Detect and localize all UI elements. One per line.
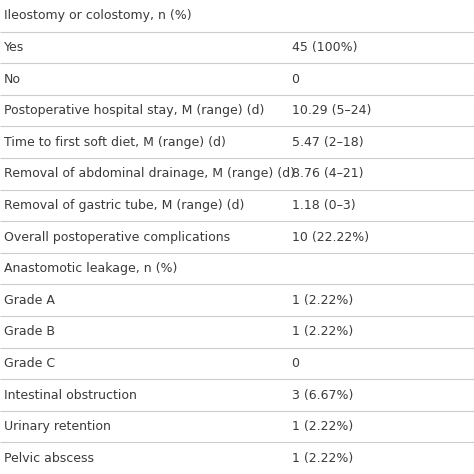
Text: Yes: Yes (4, 41, 24, 54)
Text: 1 (2.22%): 1 (2.22%) (292, 420, 353, 433)
Text: Overall postoperative complications: Overall postoperative complications (4, 230, 230, 244)
Text: Grade C: Grade C (4, 357, 55, 370)
Text: Removal of abdominal drainage, M (range) (d): Removal of abdominal drainage, M (range)… (4, 167, 295, 180)
Text: 45 (100%): 45 (100%) (292, 41, 357, 54)
Text: Postoperative hospital stay, M (range) (d): Postoperative hospital stay, M (range) (… (4, 104, 264, 117)
Text: Intestinal obstruction: Intestinal obstruction (4, 389, 137, 401)
Text: Urinary retention: Urinary retention (4, 420, 111, 433)
Text: Grade A: Grade A (4, 294, 55, 307)
Text: 1 (2.22%): 1 (2.22%) (292, 325, 353, 338)
Text: 1 (2.22%): 1 (2.22%) (292, 452, 353, 465)
Text: 0: 0 (292, 357, 300, 370)
Text: 10 (22.22%): 10 (22.22%) (292, 230, 369, 244)
Text: 5.47 (2–18): 5.47 (2–18) (292, 136, 363, 149)
Text: Pelvic abscess: Pelvic abscess (4, 452, 94, 465)
Text: Ileostomy or colostomy, n (%): Ileostomy or colostomy, n (%) (4, 9, 191, 22)
Text: 1.18 (0–3): 1.18 (0–3) (292, 199, 355, 212)
Text: 8.76 (4–21): 8.76 (4–21) (292, 167, 363, 180)
Text: 0: 0 (292, 73, 300, 85)
Text: Removal of gastric tube, M (range) (d): Removal of gastric tube, M (range) (d) (4, 199, 245, 212)
Text: Grade B: Grade B (4, 325, 55, 338)
Text: 3 (6.67%): 3 (6.67%) (292, 389, 353, 401)
Text: Time to first soft diet, M (range) (d): Time to first soft diet, M (range) (d) (4, 136, 226, 149)
Text: 10.29 (5–24): 10.29 (5–24) (292, 104, 371, 117)
Text: No: No (4, 73, 21, 85)
Text: 1 (2.22%): 1 (2.22%) (292, 294, 353, 307)
Text: Anastomotic leakage, n (%): Anastomotic leakage, n (%) (4, 262, 177, 275)
